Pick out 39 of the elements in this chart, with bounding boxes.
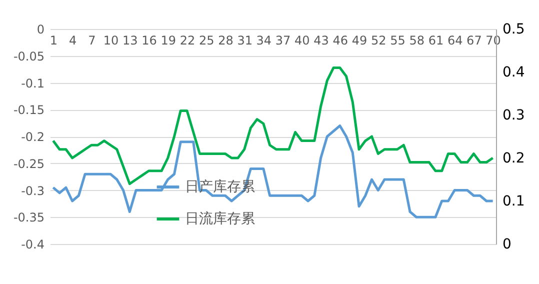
x-tick-label: 55 xyxy=(390,34,406,48)
y-tick-label: -0.1 xyxy=(21,76,44,90)
y-tick-label: -0.25 xyxy=(13,156,44,171)
y-tick-label: -0.05 xyxy=(13,49,44,64)
y-tick-label: -0.3 xyxy=(21,184,44,198)
y-tick-label: -0.15 xyxy=(13,103,44,118)
y2-tick-label: 0.5 xyxy=(502,22,525,38)
legend-label: 日流库存累 xyxy=(185,211,255,227)
x-tick-label: 13 xyxy=(122,34,138,48)
x-tick-label: 16 xyxy=(142,34,157,48)
y-tick-label: -0.4 xyxy=(21,238,44,252)
x-tick-label: 52 xyxy=(370,34,386,48)
x-tick-label: 67 xyxy=(466,34,482,48)
x-tick-label: 40 xyxy=(294,34,310,48)
x-tick-label: 28 xyxy=(218,34,234,48)
x-tick-label: 22 xyxy=(180,34,196,48)
x-tick-label: 1 xyxy=(50,34,58,48)
x-tick-label: 43 xyxy=(314,34,329,48)
x-tick-label: 7 xyxy=(88,34,96,48)
x-tick-label: 61 xyxy=(428,34,444,48)
x-tick-label: 64 xyxy=(447,34,463,48)
y2-tick-label: 0.1 xyxy=(502,194,525,210)
y-tick-label: 0 xyxy=(36,22,44,36)
y2-tick-label: 0 xyxy=(502,236,512,252)
x-tick-label: 46 xyxy=(332,34,348,48)
x-tick-label: 58 xyxy=(409,34,424,48)
x-tick-label: 25 xyxy=(198,34,214,48)
x-tick-label: 4 xyxy=(68,34,77,48)
x-tick-label: 10 xyxy=(103,34,119,48)
x-tick-label: 37 xyxy=(275,34,291,48)
y-tick-label: -0.35 xyxy=(13,210,44,225)
x-tick-label: 31 xyxy=(237,34,252,48)
y2-tick-label: 0.3 xyxy=(502,108,525,124)
x-tick-label: 34 xyxy=(256,34,272,48)
x-tick-label: 49 xyxy=(352,34,368,48)
x-tick-label: 19 xyxy=(160,34,176,48)
y2-tick-label: 0.4 xyxy=(502,64,525,80)
y2-tick-label: 0.2 xyxy=(502,150,525,166)
y-tick-label: -0.2 xyxy=(21,130,44,144)
